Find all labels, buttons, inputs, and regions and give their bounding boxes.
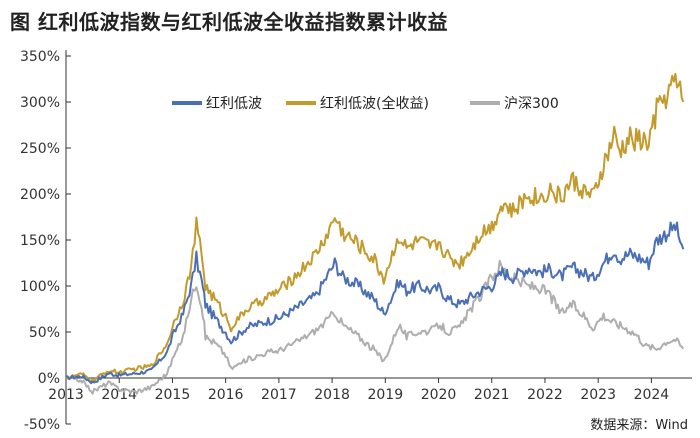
legend-item-2: 沪深300 <box>470 96 559 112</box>
x-tick-label: 2018 <box>314 387 350 403</box>
series-line-0 <box>66 221 685 385</box>
series-line-2 <box>66 259 685 395</box>
x-tick-label: 2021 <box>474 387 510 403</box>
y-tick-label: 350% <box>20 49 60 65</box>
y-tick-label: 50% <box>29 325 60 341</box>
x-tick-label: 2015 <box>155 387 191 403</box>
series-line-1 <box>66 72 685 383</box>
legend-label: 红利低波 <box>206 96 262 112</box>
x-tick-label: 2016 <box>208 387 244 403</box>
legend-item-1: 红利低波(全收益) <box>286 95 429 112</box>
legend: 红利低波 红利低波(全收益) 沪深300 <box>172 95 559 112</box>
legend-label: 红利低波(全收益) <box>320 95 429 112</box>
x-tick-label: 2017 <box>261 387 297 403</box>
legend-item-0: 红利低波 <box>172 96 262 112</box>
y-tick-label: 150% <box>20 233 60 249</box>
y-tick-label: 300% <box>20 95 60 111</box>
x-tick-label: 2024 <box>634 387 670 403</box>
x-tick-label: 2020 <box>421 387 457 403</box>
x-tick-label: 2022 <box>527 387 563 403</box>
y-tick-label: 250% <box>20 141 60 157</box>
y-tick-label: 200% <box>20 187 60 203</box>
legend-label: 沪深300 <box>504 96 559 112</box>
source-note: 数据来源：Wind <box>590 418 688 433</box>
x-tick-label: 2023 <box>580 387 616 403</box>
axes-layer: -50% 0% 50% 100% 150% 200% 250% 300% 350% 2013 201… <box>20 49 692 433</box>
y-tick-label: -50% <box>24 417 60 433</box>
y-tick-label: 0% <box>38 371 60 387</box>
series-layer <box>66 72 685 395</box>
x-tick-label: 2019 <box>367 387 403 403</box>
y-tick-label: 100% <box>20 279 60 295</box>
x-tick-label: 2013 <box>48 387 84 403</box>
chart-title: 图 红利低波指数与红利低波全收益指数累计收益 <box>10 10 448 34</box>
